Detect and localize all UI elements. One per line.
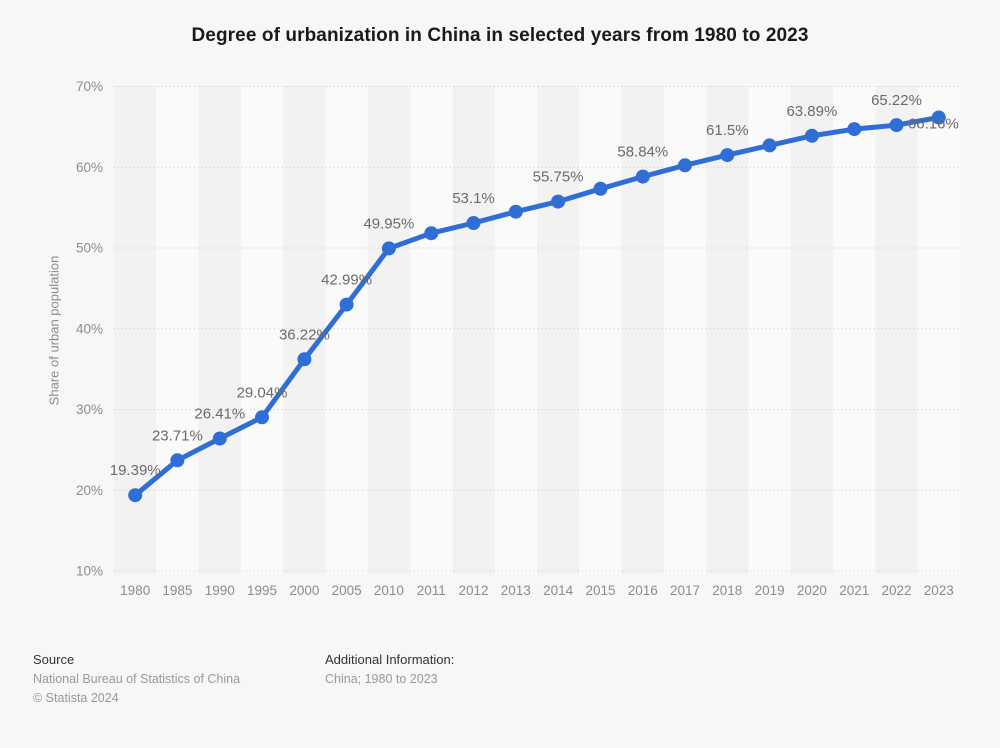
data-label: 29.04% [237, 384, 288, 401]
x-tick-label: 2022 [881, 583, 911, 598]
y-tick-label: 50% [76, 241, 103, 256]
y-tick-label: 60% [76, 160, 103, 175]
x-tick-label: 2015 [585, 583, 615, 598]
x-tick-label: 2014 [543, 583, 574, 598]
data-label: 36.22% [279, 326, 330, 343]
y-tick-label: 10% [76, 564, 103, 579]
additional-info-label[interactable]: Additional Information: [325, 652, 455, 667]
additional-info-block: Additional Information: China; 1980 to 2… [325, 652, 454, 691]
plot-stripe [494, 86, 537, 574]
data-label: 61.5% [706, 122, 749, 139]
plot-stripe [875, 86, 918, 574]
y-tick-label: 70% [76, 79, 103, 94]
plot-stripe [367, 86, 411, 574]
data-point[interactable] [466, 216, 481, 230]
chart-title: Degree of urbanization in China in selec… [191, 25, 809, 46]
copyright: © Statista 2024 [33, 691, 119, 705]
data-label: 42.99% [321, 272, 372, 289]
source-label[interactable]: Source [33, 652, 75, 667]
trend-line [132, 115, 942, 498]
y-tick-label: 20% [76, 483, 103, 498]
data-point[interactable] [889, 118, 904, 133]
data-point[interactable] [762, 138, 777, 153]
plot-stripe [706, 86, 749, 574]
data-point[interactable] [804, 128, 819, 143]
plot-stripe [790, 86, 834, 574]
data-point[interactable] [720, 148, 735, 163]
data-point[interactable] [931, 110, 946, 125]
plot-stripe [452, 86, 495, 574]
plot-stripe [833, 86, 876, 574]
plot-stripe [537, 86, 580, 574]
data-label: 26.41% [194, 406, 245, 423]
data-point[interactable] [381, 241, 396, 256]
x-tick-label: 2023 [924, 583, 954, 598]
data-point[interactable] [128, 488, 143, 503]
data-point[interactable] [424, 226, 439, 241]
data-point[interactable] [212, 431, 227, 446]
x-tick-label: 1985 [162, 583, 192, 598]
data-point[interactable] [551, 194, 566, 209]
data-label: 65.22% [871, 92, 922, 109]
plot-stripe [579, 86, 622, 574]
data-label: 66.16% [908, 116, 959, 133]
additional-info-value: China; 1980 to 2023 [325, 672, 438, 686]
x-tick-label: 2013 [501, 583, 531, 598]
plot-stripe [198, 86, 241, 574]
x-tick-label: 1980 [120, 583, 150, 598]
data-label: 58.84% [617, 144, 668, 161]
data-point[interactable] [593, 181, 608, 196]
data-label: 23.71% [152, 427, 203, 444]
x-tick-label: 1990 [205, 583, 235, 598]
source-block: Source National Bureau of Statistics of … [33, 652, 240, 710]
data-label: 19.39% [110, 462, 161, 479]
x-tick-label: 2005 [332, 583, 362, 598]
y-tick-label: 40% [76, 321, 103, 336]
data-label: 55.75% [533, 169, 584, 186]
plot-stripe [748, 86, 791, 574]
x-tick-label: 2010 [374, 583, 404, 598]
plot-stripe [325, 86, 368, 574]
data-point[interactable] [170, 453, 185, 468]
x-tick-label: 2000 [289, 583, 319, 598]
x-tick-label: 2016 [628, 583, 658, 598]
x-tick-label: 2012 [458, 583, 488, 598]
x-tick-label: 2021 [839, 583, 869, 598]
plot-stripe [156, 86, 199, 574]
x-tick-label: 2017 [670, 583, 700, 598]
data-point[interactable] [678, 158, 692, 173]
source-name: National Bureau of Statistics of China [33, 672, 241, 686]
data-label: 53.1% [452, 190, 495, 207]
x-tick-label: 2019 [755, 583, 785, 598]
y-tick-label: 30% [76, 402, 103, 417]
data-point[interactable] [847, 122, 862, 137]
plot-stripe [410, 86, 453, 574]
data-point[interactable] [297, 352, 312, 367]
x-tick-label: 2020 [797, 583, 827, 598]
data-point[interactable] [255, 410, 269, 425]
x-tick-label: 2018 [712, 583, 742, 598]
data-point[interactable] [339, 297, 354, 312]
data-point[interactable] [508, 204, 523, 219]
x-tick-label: 2011 [417, 583, 446, 598]
x-tick-label: 1995 [247, 583, 277, 598]
data-point[interactable] [635, 169, 650, 184]
data-label: 49.95% [363, 215, 414, 232]
plot-stripe [917, 86, 960, 574]
plot-stripe [240, 86, 284, 574]
data-label: 63.89% [786, 103, 837, 120]
